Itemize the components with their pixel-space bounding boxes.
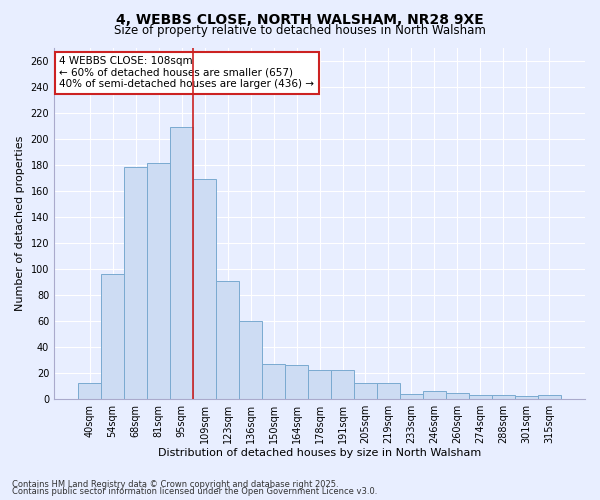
X-axis label: Distribution of detached houses by size in North Walsham: Distribution of detached houses by size …	[158, 448, 481, 458]
Text: Size of property relative to detached houses in North Walsham: Size of property relative to detached ho…	[114, 24, 486, 37]
Bar	[216, 280, 239, 399]
Bar	[446, 392, 469, 399]
Bar	[262, 364, 285, 399]
Bar	[101, 274, 124, 399]
Text: Contains HM Land Registry data © Crown copyright and database right 2025.: Contains HM Land Registry data © Crown c…	[12, 480, 338, 489]
Bar	[515, 396, 538, 399]
Bar	[469, 395, 492, 399]
Bar	[492, 395, 515, 399]
Bar	[193, 179, 216, 399]
Y-axis label: Number of detached properties: Number of detached properties	[15, 136, 25, 311]
Bar	[285, 365, 308, 399]
Bar	[239, 321, 262, 399]
Bar	[78, 384, 101, 399]
Bar	[354, 384, 377, 399]
Text: 4 WEBBS CLOSE: 108sqm
← 60% of detached houses are smaller (657)
40% of semi-det: 4 WEBBS CLOSE: 108sqm ← 60% of detached …	[59, 56, 314, 90]
Bar	[308, 370, 331, 399]
Bar	[400, 394, 423, 399]
Bar	[147, 164, 170, 399]
Bar	[423, 392, 446, 399]
Text: 4, WEBBS CLOSE, NORTH WALSHAM, NR28 9XE: 4, WEBBS CLOSE, NORTH WALSHAM, NR28 9XE	[116, 12, 484, 26]
Bar	[331, 370, 354, 399]
Bar	[377, 384, 400, 399]
Bar	[538, 395, 561, 399]
Bar	[170, 127, 193, 399]
Bar	[124, 168, 147, 399]
Text: Contains public sector information licensed under the Open Government Licence v3: Contains public sector information licen…	[12, 487, 377, 496]
